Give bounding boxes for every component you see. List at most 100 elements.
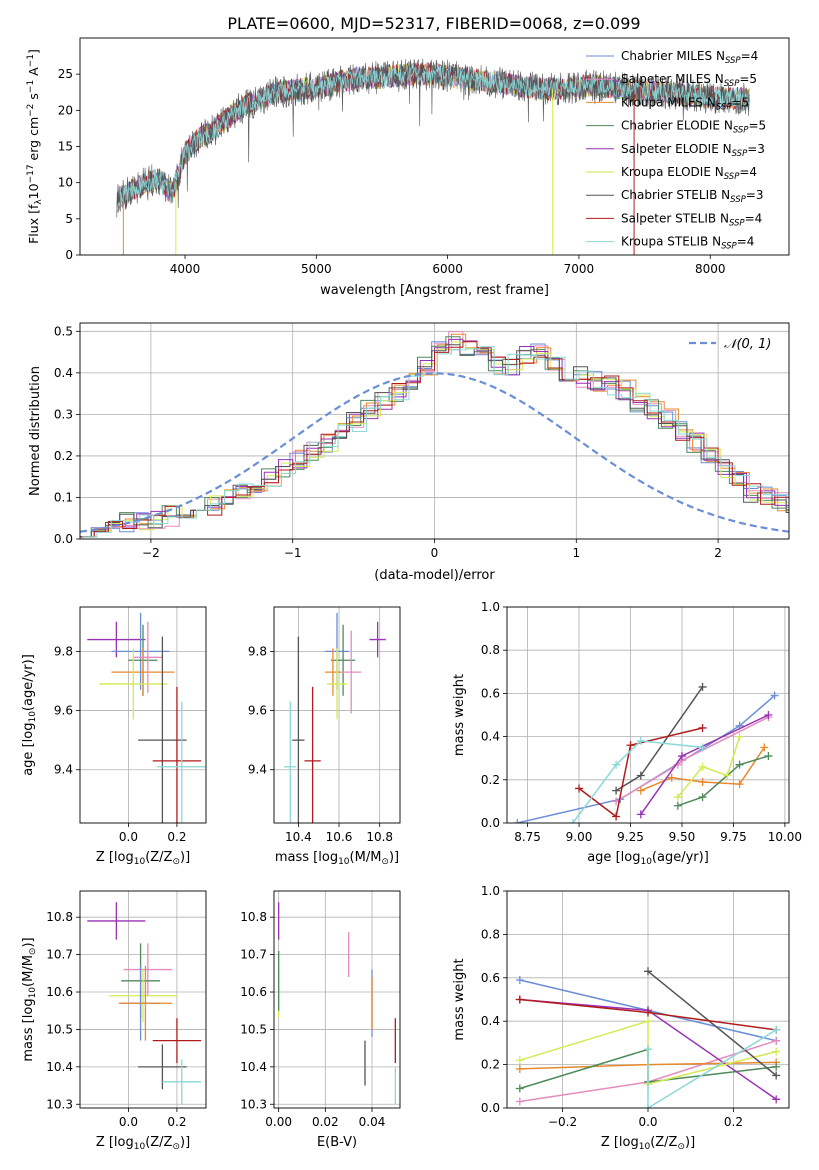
mass-weight-marker (698, 723, 707, 732)
y-tick-label: 0.0 (54, 532, 73, 546)
y-tick-label: 1.0 (481, 884, 500, 898)
mass-weight-marker (636, 786, 645, 795)
x-tick-label: 1 (572, 546, 580, 560)
mass-weight-marker (723, 771, 732, 780)
x-tick-label: 2 (714, 546, 722, 560)
plot-area (278, 902, 396, 1105)
y-axis-label: mass weight (452, 958, 467, 1040)
y-axis-label-part: −2 (26, 104, 36, 117)
x-tick-label: 10.00 (768, 830, 802, 844)
legend-entry: 𝒩(0, 1) (724, 337, 771, 352)
y-tick-label: 10.3 (46, 1097, 73, 1111)
x-axis-label-part: ⊙ (172, 857, 180, 867)
x-axis-label-part: 10 (134, 1142, 146, 1152)
y-tick-label: 0.0 (481, 1101, 500, 1115)
y-axis-label-part: 10 (28, 987, 38, 999)
x-axis-label-part: 10 (134, 857, 146, 867)
legend-entry-part: =4 (745, 211, 763, 225)
mass-weight-marker (513, 819, 522, 823)
mass-vs-extinction-panel: 0.00 0.02 0.04 10.3 10.4 10.5 10.6 10.7 10.8 E(B-… (240, 890, 401, 1150)
residual-histogram (80, 331, 789, 539)
mass-weight-marker (612, 760, 621, 769)
axes-frame (506, 890, 790, 1109)
x-tick-label: 10.4 (285, 830, 312, 844)
legend-entry-part: Salpeter STELIB (621, 211, 720, 225)
x-axis-label: Z [log10(Z/Z⊙)] (601, 1135, 695, 1152)
y-axis-label-part: −17 (26, 164, 36, 183)
x-tick-label: −2 (142, 546, 160, 560)
mass-weight-marker (515, 1084, 524, 1093)
legend-entry-part: Kroupa STELIB (621, 235, 712, 249)
residual-histogram (80, 344, 789, 538)
mass-weight-marker (698, 762, 707, 771)
plot-area (80, 331, 789, 539)
y-axis-label: mass weight (452, 674, 467, 756)
legend-entry-part: SSP (729, 218, 745, 228)
residual-histogram (82, 346, 789, 539)
y-tick-label: 0.4 (54, 366, 73, 380)
x-axis-label: wavelength [Angstrom, rest frame] (320, 283, 549, 298)
legend-entry-part: Kroupa ELODIE (621, 165, 715, 179)
legend-entry: Salpeter ELODIE NSSP=3 (621, 142, 765, 159)
x-axis-label-part: (Z/Z (650, 1135, 677, 1150)
mass-weight-marker (644, 1045, 652, 1054)
y-tick-label: 20 (58, 103, 73, 117)
x-tick-label: 0.00 (265, 1115, 292, 1129)
legend-entry: Kroupa STELIB NSSP=4 (621, 235, 754, 252)
normal-curve (80, 372, 789, 533)
mass-weight-marker (772, 1071, 781, 1080)
legend-entry-part: Kroupa MILES (621, 95, 707, 109)
plot-area (515, 967, 781, 1108)
x-axis-label-part: ⊙ (677, 1142, 685, 1152)
x-axis-label-part: (Z/Z (145, 850, 172, 865)
x-tick-label: 10.6 (326, 830, 353, 844)
y-tick-label: 0.1 (54, 490, 73, 504)
weight-vs-age-panel: 8.75 9.00 9.25 9.50 9.75 10.00 0.0 0.2 0.4 0.6 0.8… (452, 600, 802, 867)
mass-weight-marker (735, 780, 744, 789)
axes-frame (79, 37, 790, 256)
y-axis-label-part: −1 (26, 54, 36, 67)
x-tick-label: 8000 (695, 262, 726, 276)
y-tick-label: 0.4 (481, 1014, 500, 1028)
mass-weight-line (647, 970, 777, 1077)
mass-weight-line (640, 714, 769, 815)
kroupa-stelib-line (116, 65, 750, 210)
y-axis-label-part: )] (21, 937, 36, 947)
mass-weight-marker (772, 1036, 781, 1045)
mass-weight-line (677, 736, 741, 798)
legend-entry-part: SSP (733, 126, 749, 136)
mass-weight-marker (673, 801, 682, 810)
mass-weight-line (517, 695, 776, 823)
age-vs-metallicity-panel: 0.0 0.29.49.69.8Z [log10(Z/Z⊙)]age [log10… (21, 606, 207, 867)
x-axis-label-part: (Z/Z (145, 1135, 172, 1150)
y-tick-label: 0.2 (481, 773, 500, 787)
mass-weight-line (647, 1029, 777, 1108)
y-tick-label: 10.5 (240, 1022, 267, 1036)
legend-entry-part: Salpeter MILES (621, 72, 715, 86)
y-tick-label: 0.2 (481, 1058, 500, 1072)
panels: 4000 5000 6000 7000 80000510152025wavelength… (21, 37, 802, 1152)
mass-weight-marker (673, 793, 682, 802)
legend-entry-part: =5 (748, 119, 766, 133)
x-axis-label: Z [log10(Z/Z⊙)] (96, 850, 190, 867)
y-tick-label: 10.4 (46, 1060, 73, 1074)
y-tick-label: 10.5 (46, 1022, 73, 1036)
x-tick-label: 6000 (432, 262, 463, 276)
plot-area (87, 902, 202, 1105)
mass-weight-marker (644, 967, 652, 976)
x-tick-label: 0.0 (119, 830, 138, 844)
mass-weight-marker (644, 1008, 652, 1017)
plot-area (116, 58, 750, 255)
x-tick-label: −0.2 (548, 1115, 577, 1129)
y-tick-label: 25 (58, 67, 73, 81)
legend-entry-part: =4 (737, 235, 755, 249)
y-tick-label: 0.6 (481, 971, 500, 985)
y-tick-label: 9.8 (54, 644, 73, 658)
y-axis-label: mass [log10(M/M⊙)] (21, 937, 38, 1061)
legend-entry-part: Salpeter ELODIE (621, 142, 723, 156)
mass-weight-marker (612, 786, 621, 795)
y-axis-label-part: λ (34, 199, 44, 205)
legend-entry: Kroupa MILES NSSP=5 (621, 95, 749, 112)
x-tick-label: 0.2 (167, 830, 186, 844)
mass-weight-marker (644, 1104, 652, 1108)
